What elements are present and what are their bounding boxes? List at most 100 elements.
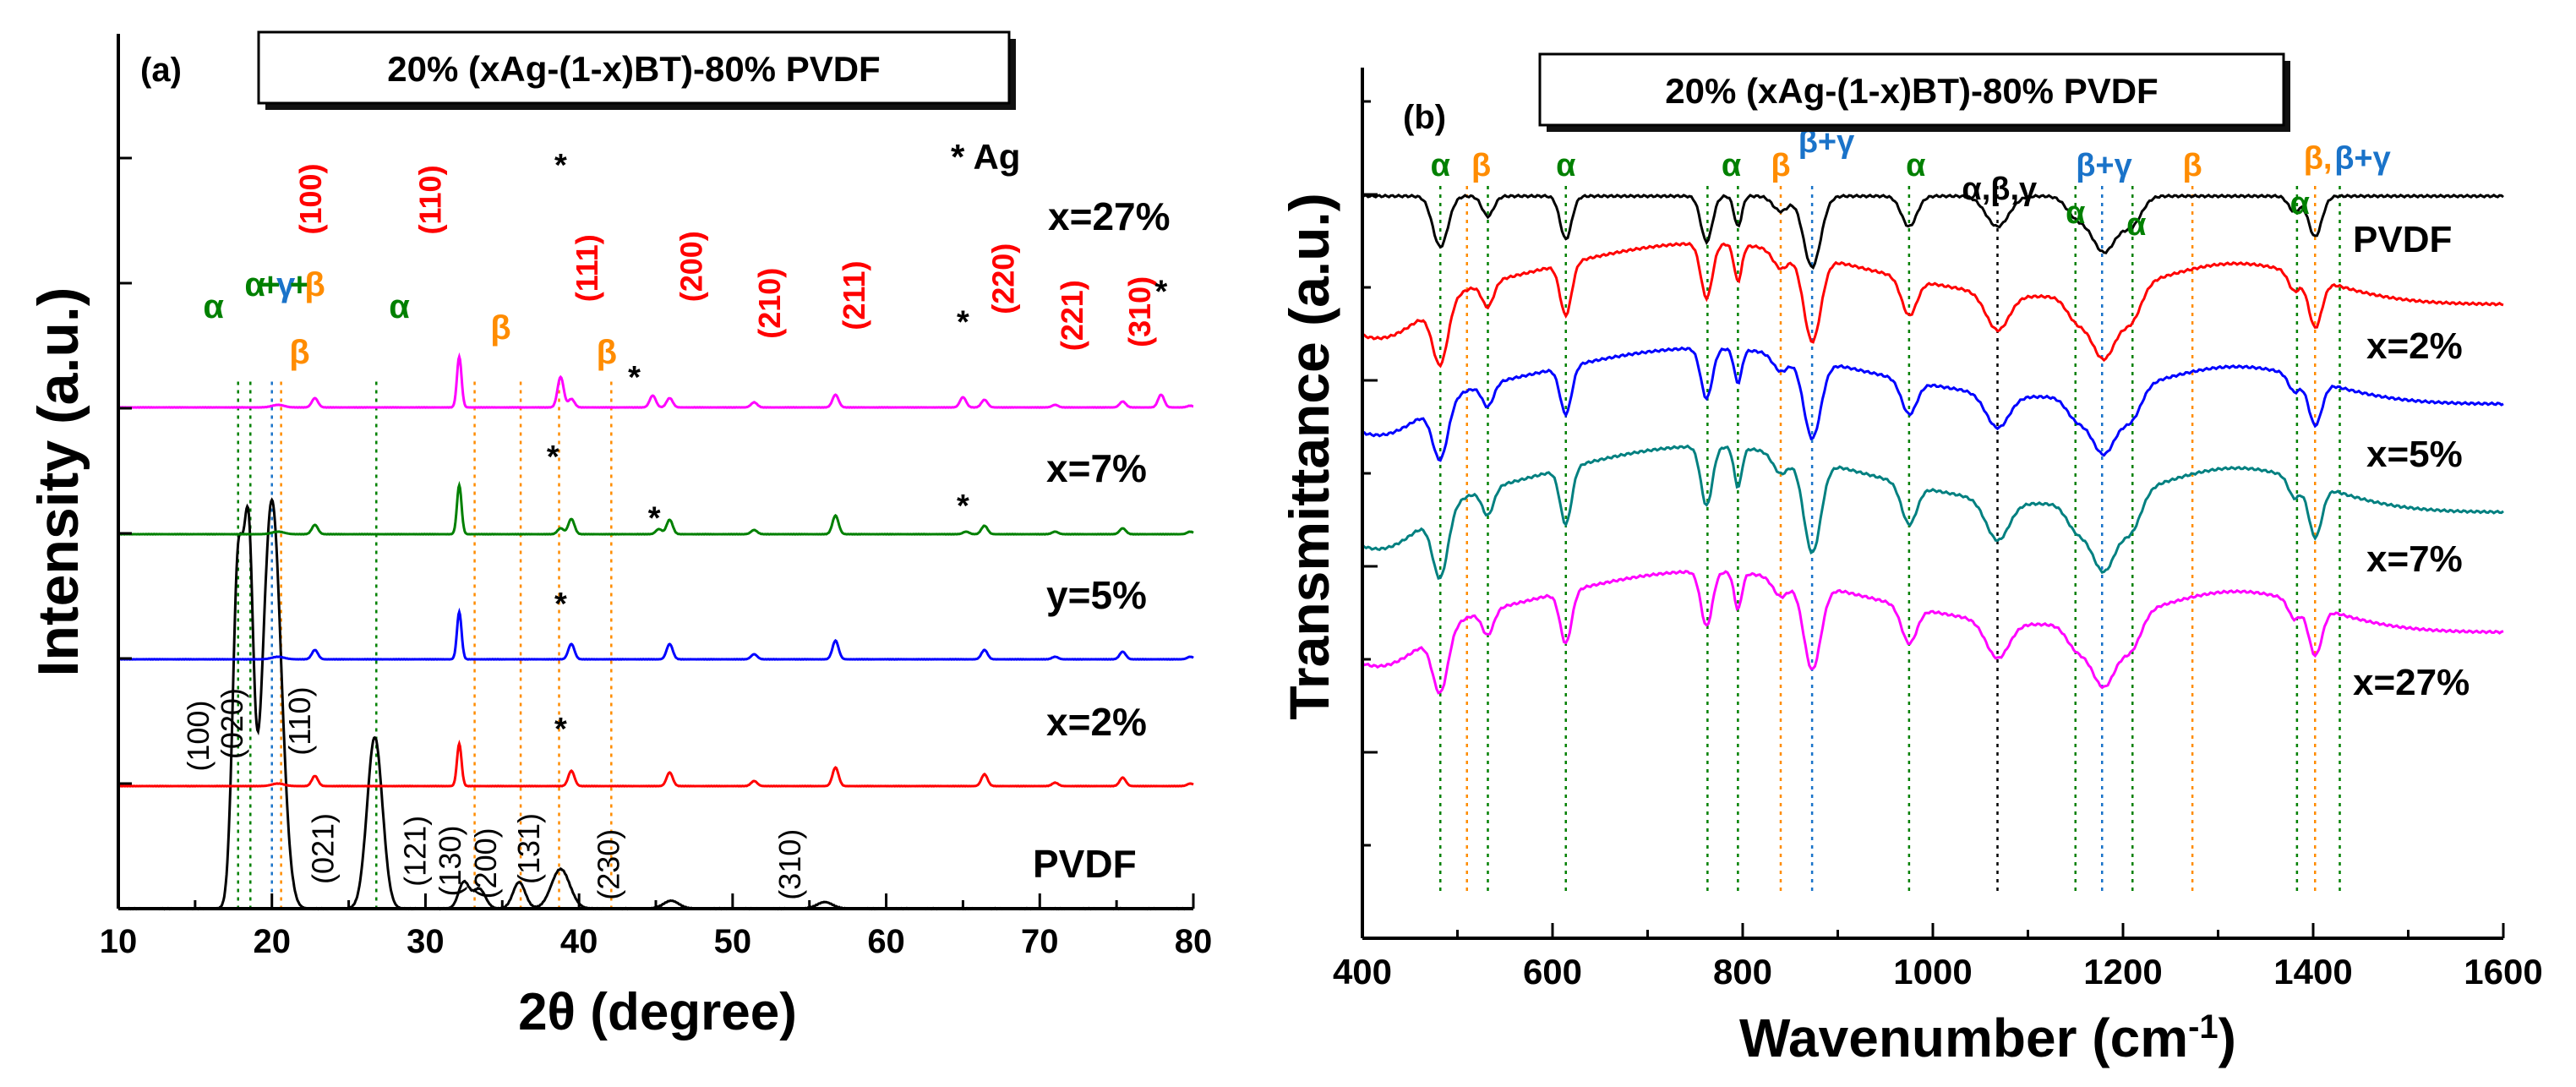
xrd-x-tick-label: 50 (714, 923, 752, 960)
xrd-series-1 (117, 740, 1194, 788)
ftir-series-1 (1362, 242, 2504, 369)
panel-b-xlabel-sup: -1 (2188, 1008, 2219, 1046)
xrd-x-tick-label: 60 (867, 923, 905, 960)
xrd-series-2 (117, 607, 1194, 661)
ftir-phase-label: α (1722, 148, 1741, 183)
panel-b-xlabel-main: Wavenumber (cm (1739, 1008, 2188, 1068)
ag-star: * (554, 712, 567, 747)
ag-star: * (1154, 274, 1167, 309)
ftir-phase-label: α (2066, 195, 2085, 231)
xrd-hkl-label: (111) (570, 234, 604, 302)
xrd-phase-label: β (289, 334, 309, 371)
xrd-hkl-label: (110) (282, 686, 317, 755)
ftir-phase-label: α (2290, 186, 2310, 221)
xrd-x-tick-label: 30 (407, 923, 445, 960)
xrd-hkl-labels: (100) (110) (111) (200) (210) (211) (220) (221)… (181, 163, 1157, 899)
panel-a-title: 20% (xAg-(1-x)BT)-80% PVDF (387, 49, 880, 89)
xrd-phase-label: + (290, 266, 309, 303)
xrd-axes (117, 34, 1193, 910)
ftir-phase-label: α (1906, 148, 1925, 183)
xrd-phase-label: + (260, 266, 280, 303)
ag-star: * (628, 360, 641, 396)
xrd-x-tick-label: 10 (100, 923, 138, 960)
ftir-x-tick-label: 1000 (1893, 952, 1972, 991)
panel-b-xlabel: Wavenumber (cm-1) (1739, 1008, 2236, 1068)
ftir-series-0 (1362, 193, 2504, 270)
ftir-phase-label: β (1471, 148, 1491, 183)
panel-b-ylabel: Transmittance (a.u.) (1278, 193, 1340, 720)
xrd-hkl-label: (211) (837, 261, 871, 330)
panel-b-title-box (1538, 52, 2285, 127)
xrd-hkl-label: (310) (772, 829, 807, 900)
xrd-x-tick-label: 70 (1021, 923, 1059, 960)
ftir-reference-lines (1439, 186, 2341, 896)
xrd-hkl-label: (130) (433, 825, 467, 896)
xrd-phase-label: β (597, 334, 617, 371)
xrd-hkl-label: (100) (181, 701, 216, 772)
xrd-phase-label: β (304, 266, 325, 303)
ftir-series-label: x=7% (2366, 538, 2463, 580)
xrd-series-3 (117, 480, 1194, 536)
panel-b-title: 20% (xAg-(1-x)BT)-80% PVDF (1665, 71, 2158, 111)
xrd-hkl-label: (100) (293, 163, 328, 234)
ftir-x-tick-label: 1200 (2083, 952, 2162, 991)
xrd-phase-label: γ (276, 266, 296, 303)
ftir-phase-labels: α β α α ββ+γαα,β,γβ+γα αβ β, β+γα (1431, 124, 2391, 243)
xrd-series-label: PVDF (1033, 842, 1137, 886)
xrd-hkl-label: (021) (305, 813, 340, 884)
panel-b-label: (b) (1403, 99, 1446, 136)
ftir-x-tick-label: 800 (1713, 952, 1772, 991)
xrd-phase-label: α (203, 288, 224, 325)
xrd-x-ticks: 10 20 30 40 50 60 70 80 (100, 893, 1213, 960)
ftir-phase-label: α (2126, 207, 2146, 243)
ag-star: * (648, 501, 661, 537)
xrd-phase-label: α (389, 288, 410, 325)
xrd-hkl-label: (230) (591, 829, 625, 900)
ftir-series-3 (1361, 444, 2504, 581)
ftir-series-label: x=2% (2366, 325, 2463, 367)
ag-star: * (554, 148, 567, 183)
ftir-x-tick-label: 600 (1523, 952, 1582, 991)
ftir-series-group (1361, 193, 2504, 695)
xrd-x-tick-label: 20 (253, 923, 291, 960)
xrd-hkl-label: (110) (413, 165, 448, 234)
ftir-phase-label: β (1771, 148, 1790, 183)
xrd-series-label: y=5% (1046, 573, 1147, 617)
xrd-series-label: x=2% (1046, 700, 1147, 744)
ftir-x-tick-label: 400 (1333, 952, 1392, 991)
panel-a-ylabel: Intensity (a.u.) (26, 287, 90, 677)
panel-a-title-box (257, 30, 1011, 105)
ftir-series-label: PVDF (2353, 219, 2452, 260)
ftir-series-2 (1362, 346, 2504, 462)
ftir-series-4 (1361, 569, 2504, 695)
xrd-hkl-label: (121) (397, 816, 432, 887)
ftir-x-ticks: 400 600 800 1000 1200 1400 1600 (1333, 923, 2543, 991)
ag-legend-note: * Ag (951, 137, 1020, 177)
ftir-x-tick-label: 1600 (2464, 952, 2542, 991)
ftir-phase-label: β+γ (2334, 141, 2391, 177)
xrd-hkl-label: (210) (752, 268, 787, 339)
ftir-phase-label: β (2183, 148, 2202, 183)
xrd-hkl-label: (221) (1055, 280, 1089, 351)
xrd-hkl-label: (310) (1122, 276, 1157, 347)
ag-star: * (957, 305, 969, 341)
panel-b-xlabel-end: ) (2219, 1008, 2236, 1068)
xrd-phase-label: α (244, 266, 265, 303)
xrd-hkl-label: (020) (215, 688, 249, 759)
ag-star: * (554, 587, 567, 622)
xrd-series-group (117, 352, 1194, 911)
xrd-series-label: x=27% (1048, 194, 1171, 238)
xrd-phase-label: β (490, 309, 510, 347)
ftir-phase-label: β+γ (2076, 148, 2132, 183)
ftir-x-tick-label: 1400 (2273, 952, 2352, 991)
ag-star: * (547, 440, 559, 475)
xrd-series-4 (118, 352, 1194, 409)
xrd-series-label: x=7% (1046, 446, 1147, 490)
xrd-x-tick-label: 80 (1175, 923, 1213, 960)
ftir-series-label: x=27% (2353, 662, 2470, 703)
panel-a-xlabel: 2θ (degree) (518, 983, 797, 1041)
xrd-series-labels: PVDF x=2% y=5% x=7% x=27% (1033, 194, 1171, 886)
